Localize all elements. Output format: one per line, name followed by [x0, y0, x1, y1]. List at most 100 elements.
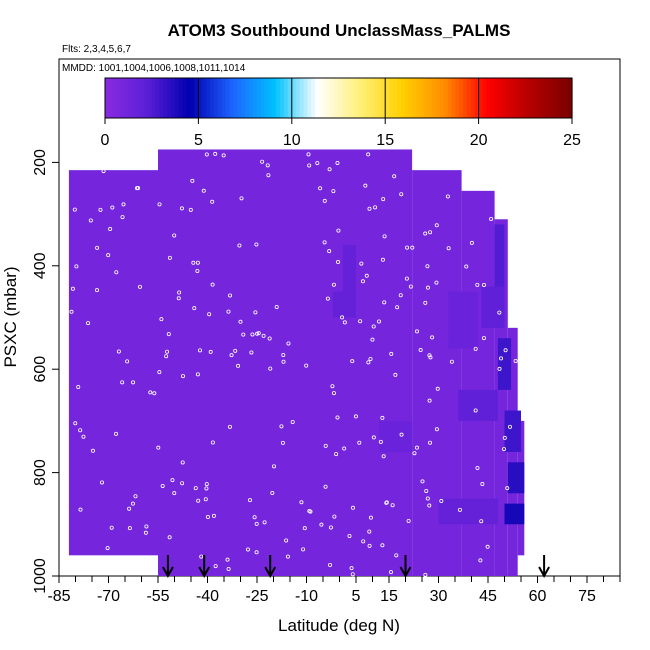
sample-marker [331, 282, 336, 287]
colorbar-segment [396, 78, 402, 118]
colorbar-segment [225, 78, 231, 118]
colorbar-segment [229, 78, 235, 118]
sample-marker [371, 324, 376, 329]
colorbar-segment [529, 78, 534, 118]
sample-marker [205, 515, 210, 520]
sample-marker [408, 284, 413, 289]
colorbar-segment [264, 78, 270, 118]
sample-marker [481, 336, 486, 341]
colorbar-segment [494, 78, 499, 118]
sample-marker [221, 153, 226, 158]
sample-marker [368, 515, 373, 520]
heatmap-cell [497, 338, 512, 390]
x-tick-label: -40 [196, 588, 219, 605]
sample-marker [378, 439, 383, 444]
sample-marker [226, 566, 231, 571]
sample-marker [166, 332, 171, 337]
sample-marker [302, 526, 307, 531]
sample-marker [389, 351, 394, 356]
y-tick-label: 800 [32, 459, 49, 486]
colorbar-segment [326, 78, 332, 118]
sample-marker [373, 205, 378, 210]
colorbar-segment [564, 78, 569, 118]
sample-marker [322, 198, 327, 203]
colorbar-segment [311, 78, 316, 118]
sample-marker [325, 296, 330, 301]
colorbar-segment [299, 78, 305, 118]
sample-marker [210, 440, 215, 445]
sample-marker [328, 525, 333, 530]
sample-marker [261, 333, 266, 338]
colorbar-segment [147, 78, 153, 118]
flight-arrow-head [538, 566, 550, 579]
colorbar-segment [478, 78, 484, 118]
sample-marker [499, 356, 504, 361]
heatmap-cell [507, 462, 525, 494]
colorbar-segment [525, 78, 530, 118]
sample-marker [428, 355, 433, 360]
sample-marker [190, 178, 195, 183]
sample-marker [81, 434, 86, 439]
colorbar-segment [459, 78, 464, 118]
sample-marker [279, 424, 284, 429]
colorbar-segment [245, 78, 250, 118]
x-tick-label: -70 [97, 588, 120, 605]
sample-marker [390, 503, 395, 508]
sample-marker [156, 445, 161, 450]
colorbar-segment [455, 78, 460, 118]
sample-marker [446, 246, 451, 251]
sample-marker [398, 293, 403, 298]
heatmap-cell [494, 224, 505, 287]
x-tick-label: 5 [352, 588, 361, 605]
sample-marker [254, 521, 259, 526]
colorbar-segment [517, 78, 523, 118]
sample-marker [180, 374, 185, 379]
colorbar-segment [361, 78, 367, 118]
sample-marker [299, 500, 304, 505]
colorbar-segment [533, 78, 538, 118]
sample-marker [69, 309, 74, 314]
sample-marker [366, 152, 371, 157]
sample-marker [332, 514, 337, 519]
sample-marker [427, 398, 432, 403]
sample-marker [170, 478, 175, 483]
colorbar-segment [431, 78, 437, 118]
colorbar-segment [408, 78, 414, 118]
sample-marker [225, 557, 230, 562]
colorbar-segment [108, 78, 114, 118]
colorbar-segment [354, 78, 359, 118]
sample-marker [256, 331, 261, 336]
sample-marker [127, 526, 132, 531]
y-tick-label: 1000 [32, 558, 49, 594]
colorbar-segment [132, 78, 137, 118]
sample-marker [157, 202, 162, 207]
sample-marker [319, 522, 324, 527]
sample-marker [301, 547, 306, 552]
sample-marker [425, 285, 430, 290]
sample-marker [177, 290, 182, 295]
colorbar-segment [482, 78, 487, 118]
sample-marker [176, 296, 181, 301]
sample-marker [74, 264, 79, 269]
sample-marker [439, 499, 444, 504]
sample-marker [414, 445, 419, 450]
colorbar-segment [260, 78, 266, 118]
colorbar-tick-label: 10 [283, 132, 301, 149]
sample-marker [262, 520, 267, 525]
colorbar-segment [186, 78, 192, 118]
sample-marker [457, 507, 462, 512]
colorbar-segment [490, 78, 495, 118]
sample-marker [423, 572, 428, 577]
sample-marker [233, 348, 238, 353]
x-tick-label: 30 [430, 588, 448, 605]
sample-marker [405, 245, 410, 250]
sample-marker [108, 227, 113, 232]
sample-marker [412, 451, 417, 456]
sample-marker [330, 384, 335, 389]
sample-marker [420, 479, 425, 484]
colorbar-segment [272, 78, 277, 118]
sample-marker [502, 435, 507, 440]
colorbar-segment [365, 78, 371, 118]
colorbar-segment [447, 78, 452, 118]
sample-marker [110, 205, 115, 210]
